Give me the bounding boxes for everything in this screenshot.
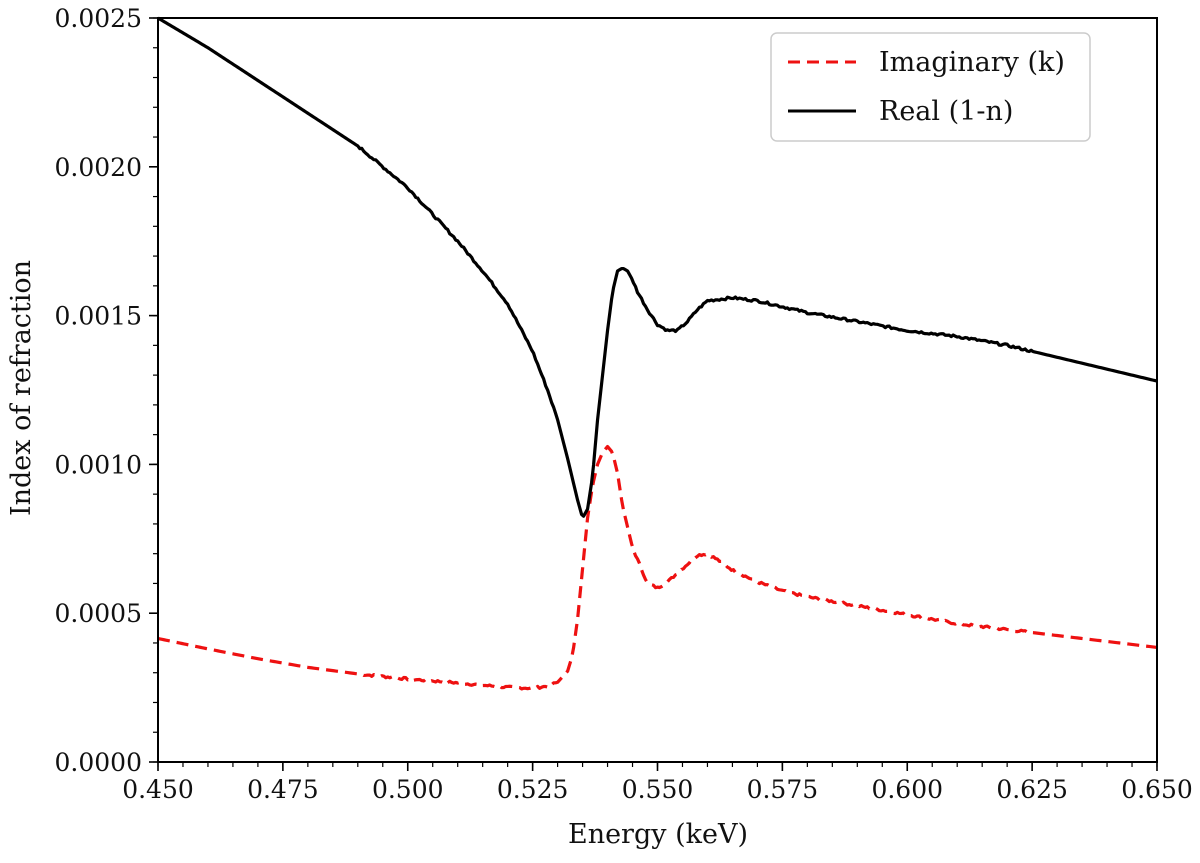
x-tick-label: 0.650 (1121, 775, 1193, 804)
legend-label-imaginary: Imaginary (k) (879, 47, 1065, 78)
y-tick-label: 0.0000 (55, 748, 142, 777)
tick-labels: 0.450 0.475 0.500 0.525 0.550 0.575 0.600 0.625… (55, 4, 1193, 804)
x-tick-label: 0.600 (871, 775, 943, 804)
x-tick-label: 0.625 (996, 775, 1068, 804)
y-axis-title: Index of refraction (6, 260, 37, 516)
x-tick-label: 0.450 (122, 775, 194, 804)
x-tick-label: 0.575 (747, 775, 819, 804)
series-real-line (157, 16, 1158, 518)
y-tick-label: 0.0010 (55, 450, 142, 479)
major-ticks (149, 17, 1158, 771)
x-tick-label: 0.475 (247, 775, 319, 804)
legend-box (770, 32, 1091, 142)
y-tick-label: 0.0005 (55, 599, 142, 628)
y-tick-label: 0.0020 (55, 153, 142, 182)
series-layer (157, 16, 1158, 691)
x-axis-title: Energy (keV) (568, 819, 748, 850)
legend: Imaginary (k) Real (1-n) (770, 32, 1091, 142)
series-imaginary-line (157, 444, 1158, 691)
y-tick-label: 0.0015 (55, 302, 142, 331)
legend-label-real: Real (1-n) (879, 96, 1013, 127)
x-tick-label: 0.525 (497, 775, 569, 804)
x-tick-label: 0.500 (372, 775, 444, 804)
plot-frame (157, 17, 1158, 763)
y-tick-label: 0.0025 (55, 4, 142, 33)
x-tick-label: 0.550 (622, 775, 694, 804)
